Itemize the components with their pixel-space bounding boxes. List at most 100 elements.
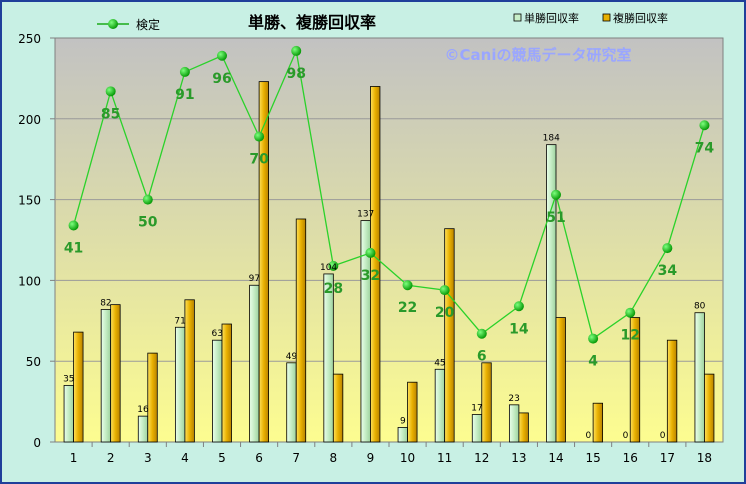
win-bar <box>63 385 74 443</box>
win-bar <box>174 326 186 443</box>
win-bar-label: 0 <box>585 431 591 441</box>
win-bar-label: 17 <box>471 404 482 414</box>
test-point <box>217 50 227 61</box>
x-tick-label: 7 <box>292 451 300 465</box>
x-tick-label: 9 <box>367 451 375 465</box>
data-labels: 35 82 16 71 63 97 49 104 137 9 45 17 23 184 0 0 0 80 41 85 5… <box>63 66 714 441</box>
win-bar <box>212 339 223 443</box>
test-point <box>179 66 190 77</box>
test-point <box>402 280 413 291</box>
win-bar-label: 82 <box>100 298 111 308</box>
test-point-label: 85 <box>101 106 120 122</box>
place-bar <box>147 352 158 443</box>
win-bar-label: 23 <box>508 394 519 404</box>
test-point <box>476 328 487 339</box>
test-point <box>513 301 524 312</box>
win-bar-label: 0 <box>623 431 629 441</box>
place-bar <box>370 86 381 443</box>
x-tick-label: 5 <box>218 451 226 465</box>
legend-item-line: 検定 <box>97 17 160 32</box>
x-tick-label: 1 <box>70 451 78 465</box>
bars <box>63 81 715 443</box>
x-tick-label: 4 <box>181 451 189 465</box>
win-bar-label: 16 <box>137 405 149 415</box>
win-bar-label: 63 <box>212 329 223 339</box>
x-tick-label: 3 <box>144 451 152 465</box>
legend-win-swatch <box>513 13 522 22</box>
place-bar <box>592 402 604 443</box>
test-point-label: 14 <box>509 321 529 337</box>
test-point-label: 34 <box>658 263 678 279</box>
x-tick-label: 6 <box>255 451 263 465</box>
legend-line-marker <box>108 19 118 29</box>
place-bar <box>518 412 529 443</box>
y-tick-label: 150 <box>18 194 41 208</box>
place-bar <box>629 317 641 443</box>
test-point-label: 50 <box>138 215 158 231</box>
test-point <box>625 307 636 318</box>
test-point <box>328 260 339 271</box>
x-tick-label: 10 <box>400 451 415 465</box>
y-tick-label: 100 <box>18 274 41 288</box>
win-bar-label: 137 <box>357 210 374 220</box>
x-tick-label: 16 <box>623 451 638 465</box>
place-bar <box>555 317 566 443</box>
gridlines <box>55 118 723 362</box>
win-bar-label: 9 <box>400 416 406 426</box>
win-bar <box>694 312 705 443</box>
legend-line-label: 検定 <box>136 17 160 32</box>
win-bar <box>100 309 112 443</box>
y-tick-label: 250 <box>18 32 41 46</box>
test-point <box>68 220 79 231</box>
win-bar <box>546 144 557 443</box>
test-point-label: 74 <box>695 140 715 156</box>
test-point <box>291 45 302 56</box>
win-bar-label: 80 <box>694 302 706 312</box>
legend-place-label: 複勝回収率 <box>613 11 668 25</box>
y-tick-label: 0 <box>33 436 41 450</box>
test-point-label: 20 <box>435 305 455 321</box>
place-bar <box>110 304 121 443</box>
test-point-label: 12 <box>620 328 639 344</box>
place-bar <box>481 362 492 443</box>
place-bar <box>666 339 678 443</box>
watermark: ©Caniの競馬データ研究室 <box>445 46 632 64</box>
test-point-label: 28 <box>324 281 343 297</box>
win-bar <box>397 427 408 443</box>
legend: 検定 単勝回収率 複勝回収率 <box>97 11 668 32</box>
test-point-label: 70 <box>249 152 269 168</box>
win-bar <box>137 415 149 443</box>
place-bar <box>295 218 307 443</box>
test-point <box>439 285 450 296</box>
y-tick-label: 200 <box>18 113 41 127</box>
y-tick-label: 50 <box>26 355 41 369</box>
x-tick-label: 13 <box>511 451 526 465</box>
test-point-label: 4 <box>588 354 598 370</box>
win-bar-label: 0 <box>660 431 666 441</box>
test-point <box>105 86 116 97</box>
win-bar-label: 184 <box>543 134 560 144</box>
test-point <box>662 243 673 254</box>
place-bar <box>221 323 232 443</box>
win-bar <box>323 273 334 443</box>
win-bar <box>249 284 260 443</box>
win-bar <box>434 368 446 443</box>
win-bar <box>286 362 297 443</box>
place-bar <box>704 373 715 443</box>
line-series <box>68 45 710 344</box>
x-tick-label: 17 <box>660 451 675 465</box>
place-bar <box>73 331 84 443</box>
test-point-label: 22 <box>398 300 417 316</box>
chart-title: 単勝、複勝回収率 <box>248 13 376 32</box>
test-point-label: 96 <box>212 71 231 87</box>
x-tick-label: 2 <box>107 451 115 465</box>
test-point <box>142 194 153 205</box>
test-point-label: 98 <box>286 66 305 82</box>
legend-win-label: 単勝回収率 <box>524 11 579 25</box>
legend-item-win: 単勝回収率 <box>513 11 579 25</box>
win-bar-label: 49 <box>286 352 298 362</box>
test-point <box>254 131 265 142</box>
